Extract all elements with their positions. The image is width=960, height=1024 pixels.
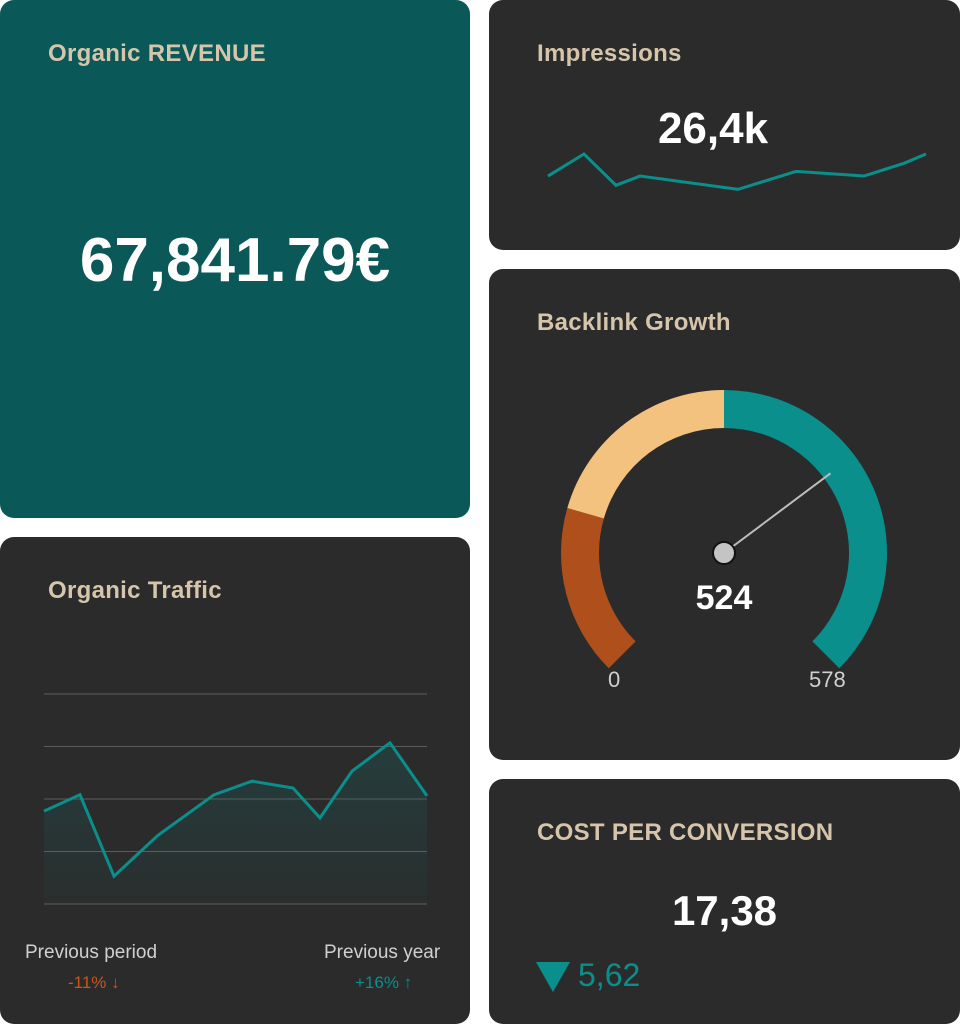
revenue-title: Organic REVENUE — [48, 40, 266, 67]
cost-change: 5,62 — [578, 957, 641, 993]
impressions-value: 26,4k — [657, 104, 769, 153]
backlink-gauge — [561, 390, 887, 669]
gauge-band-peach — [567, 390, 724, 519]
impressions-card: Impressions 26,4k — [489, 0, 960, 250]
triangle-down-icon — [536, 962, 570, 992]
gauge-needle — [723, 472, 832, 554]
previous-year-value: +16% ↑ — [355, 973, 413, 992]
backlink-title: Backlink Growth — [537, 309, 731, 336]
cost-value: 17,38 — [671, 887, 778, 934]
gauge-max-label: 578 — [809, 667, 846, 692]
revenue-value: 67,841.79€ — [79, 226, 391, 295]
previous-period-label: Previous period — [25, 942, 158, 963]
traffic-title: Organic Traffic — [48, 577, 222, 604]
impressions-title: Impressions — [537, 40, 682, 67]
traffic-chart — [43, 693, 429, 905]
traffic-card: Organic Traffic Previous period -11% ↓ P… — [0, 537, 470, 1024]
previous-year-label: Previous year — [324, 942, 441, 963]
traffic-line — [43, 740, 429, 879]
previous-period-value: -11% ↓ — [68, 973, 120, 992]
gauge-band-teal — [724, 390, 887, 669]
gauge-value: 524 — [695, 579, 753, 617]
cost-title: COST PER CONVERSION — [537, 819, 834, 846]
gauge-needle-hub — [712, 541, 736, 565]
traffic-area — [44, 742, 427, 904]
impressions-sparkline — [547, 152, 927, 191]
gauge-band-orange — [561, 508, 636, 669]
gauge-min-label: 0 — [608, 667, 621, 692]
cost-card: COST PER CONVERSION 17,38 5,62 — [489, 779, 960, 1024]
revenue-card: Organic REVENUE 67,841.79€ — [0, 0, 470, 518]
backlink-card: Backlink Growth 524 0 578 — [489, 269, 960, 760]
impressions-sparkline-line — [547, 152, 927, 191]
